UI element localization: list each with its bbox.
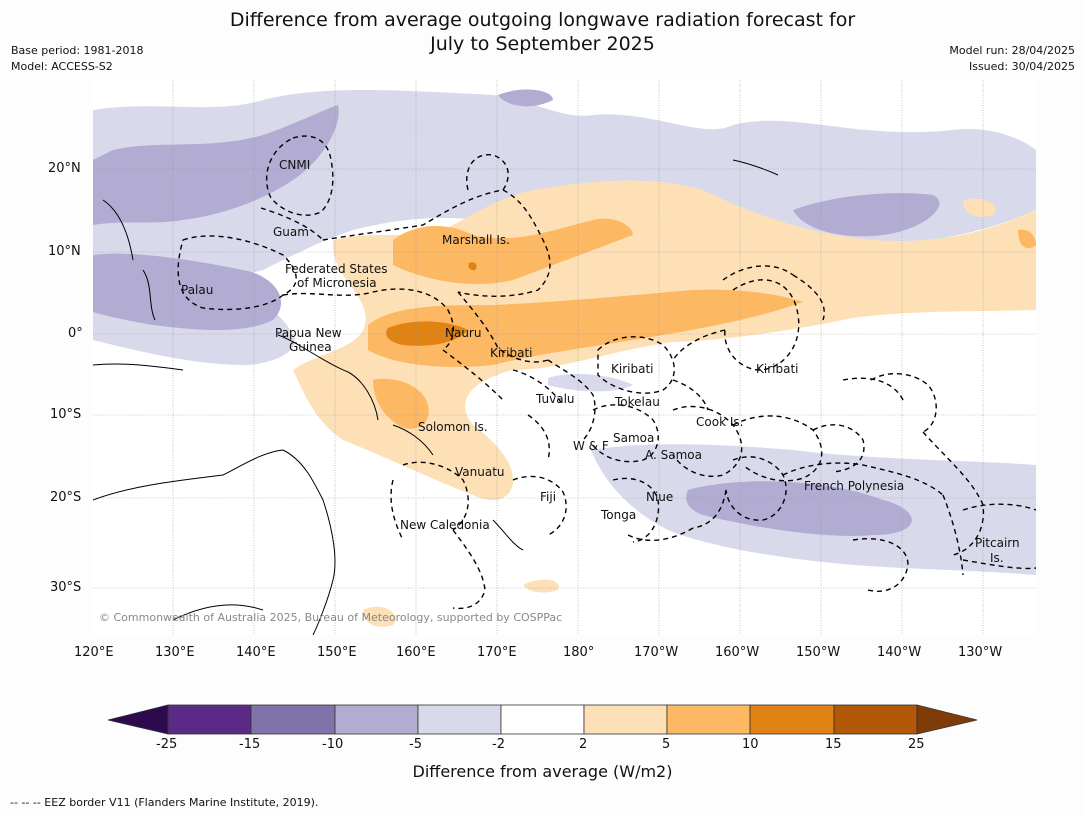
label-cnmi: CNMI xyxy=(279,158,310,172)
issued-date: Issued: 30/04/2025 xyxy=(968,60,1075,73)
lon-tick-130w: 130°W xyxy=(958,645,1003,660)
lat-tick-30s: 30°S xyxy=(50,580,82,595)
label-solomon-islands: Solomon Is. xyxy=(418,420,488,434)
anomaly-p10-p15 xyxy=(386,262,477,346)
lon-tick-160e: 160°E xyxy=(396,645,436,660)
base-period: Base period: 1981-2018 xyxy=(11,44,144,57)
label-samoa: Samoa xyxy=(613,431,654,445)
colorbar-segment-lt-neg25 xyxy=(107,704,169,735)
place-labels: CNMI Guam Marshall Is. Federated States … xyxy=(181,158,1020,565)
eez-borders xyxy=(177,135,1036,610)
lat-tick-10n: 10°N xyxy=(48,244,81,259)
forecast-map: CNMI Guam Marshall Is. Federated States … xyxy=(93,80,1036,635)
label-kiribati-east: Kiribati xyxy=(756,362,798,376)
lat-tick-10s: 10°S xyxy=(50,407,82,422)
colorbar-segment-n10-n5 xyxy=(334,704,419,735)
lon-tick-180: 180° xyxy=(563,645,595,660)
label-palau: Palau xyxy=(181,283,213,297)
lon-tick-120e: 120°E xyxy=(74,645,114,660)
colorbar-segment-p5-p10 xyxy=(666,704,751,735)
cbar-tick-2: 2 xyxy=(579,737,588,752)
colorbar-segment-n25-n15 xyxy=(167,704,252,735)
cbar-tick-5: 5 xyxy=(662,737,671,752)
label-kiribati-west: Kiribati xyxy=(490,346,532,360)
colorbar-segment-p15-p25 xyxy=(833,704,918,735)
label-tonga: Tonga xyxy=(600,508,636,522)
label-new-caledonia: New Caledonia xyxy=(400,518,490,532)
colorbar-segment-n5-n2 xyxy=(417,704,502,735)
label-png-line1: Papua New xyxy=(275,326,342,340)
label-american-samoa: A. Samoa xyxy=(645,448,702,462)
map-canvas: CNMI Guam Marshall Is. Federated States … xyxy=(93,80,1036,635)
lon-tick-150e: 150°E xyxy=(317,645,357,660)
cbar-tick-neg5: -5 xyxy=(409,737,422,752)
chart-title: Difference from average outgoing longwav… xyxy=(0,8,1085,56)
lat-tick-0: 0° xyxy=(68,326,83,341)
label-marshall-islands: Marshall Is. xyxy=(442,233,510,247)
lon-tick-170w: 170°W xyxy=(634,645,679,660)
colorbar-segment-n2-p2 xyxy=(500,704,585,735)
label-cook-islands: Cook Is. xyxy=(696,415,743,429)
title-line-2: July to September 2025 xyxy=(430,33,655,55)
colorbar-label: Difference from average (W/m2) xyxy=(412,762,673,781)
anomaly-n10-n5 xyxy=(93,89,940,536)
label-niue: Niue xyxy=(646,490,673,504)
cbar-tick-25: 25 xyxy=(908,737,925,752)
model-name: Model: ACCESS-S2 xyxy=(11,60,113,73)
lon-tick-130e: 130°E xyxy=(155,645,195,660)
meta-right: Model run: 28/04/2025 Issued: 30/04/2025 xyxy=(949,43,1075,75)
cbar-tick-10: 10 xyxy=(742,737,759,752)
lat-tick-20n: 20°N xyxy=(48,161,81,176)
cbar-tick-neg15: -15 xyxy=(239,737,261,752)
copyright-notice: © Commonwealth of Australia 2025, Bureau… xyxy=(99,611,562,624)
model-run: Model run: 28/04/2025 xyxy=(949,44,1075,57)
lon-tick-170e: 170°E xyxy=(477,645,517,660)
label-png-line2: Guinea xyxy=(289,340,332,354)
label-tokelau: Tokelau xyxy=(614,395,660,409)
lon-tick-160w: 160°W xyxy=(715,645,760,660)
label-fsm-line1: Federated States xyxy=(285,262,387,276)
colorbar-segment-n15-n10 xyxy=(250,704,336,735)
label-french-polynesia: French Polynesia xyxy=(804,479,904,493)
graticule xyxy=(93,80,1036,635)
meta-left: Base period: 1981-2018 Model: ACCESS-S2 xyxy=(11,43,143,75)
label-wallis-futuna: W & F xyxy=(573,439,609,453)
colorbar-segment-p2-p5 xyxy=(583,704,668,735)
lon-tick-140e: 140°E xyxy=(236,645,276,660)
cbar-tick-neg10: -10 xyxy=(322,737,344,752)
eez-footnote: -- -- -- EEZ border V11 (Flanders Marine… xyxy=(10,796,319,809)
label-nauru: Nauru xyxy=(445,326,481,340)
anomaly-p5-p10 xyxy=(368,218,1036,429)
cbar-tick-neg25: -25 xyxy=(156,737,178,752)
label-fsm-line2: of Micronesia xyxy=(297,276,377,290)
lat-tick-20s: 20°S xyxy=(50,490,82,505)
label-pitcairn-line1: Pitcairn xyxy=(975,536,1020,550)
cbar-tick-15: 15 xyxy=(825,737,842,752)
colorbar xyxy=(107,704,978,735)
cbar-tick-neg2: -2 xyxy=(492,737,505,752)
colorbar-segment-gt25 xyxy=(916,704,978,735)
colorbar-segment-p10-p15 xyxy=(749,704,835,735)
lon-tick-140w: 140°W xyxy=(877,645,922,660)
coastlines xyxy=(93,159,779,635)
lon-tick-150w: 150°W xyxy=(796,645,841,660)
label-pitcairn-line2: Is. xyxy=(990,551,1004,565)
label-fiji: Fiji xyxy=(540,490,556,504)
label-guam: Guam xyxy=(273,225,309,239)
title-line-1: Difference from average outgoing longwav… xyxy=(229,9,856,31)
label-tuvalu: Tuvalu xyxy=(535,392,575,406)
label-kiribati-central: Kiribati xyxy=(611,362,653,376)
label-vanuatu: Vanuatu xyxy=(455,465,505,479)
